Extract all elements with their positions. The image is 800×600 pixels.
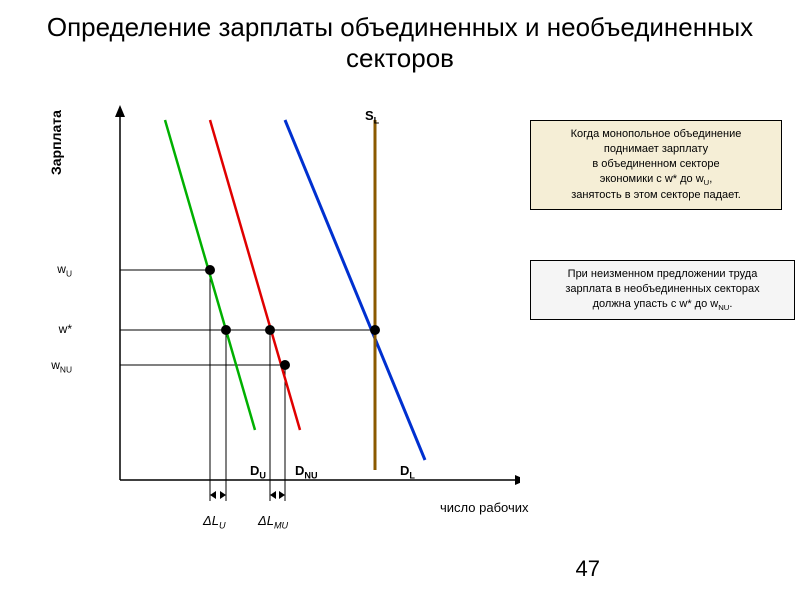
y-tick-w_nu: wNU: [12, 358, 72, 374]
chart-plot: [80, 100, 500, 500]
page-number: 47: [576, 556, 600, 582]
delta-label-0: ΔLU: [203, 513, 226, 531]
y-axis-label: Зарплата: [48, 110, 64, 175]
y-tick-w_u: wU: [12, 262, 72, 278]
delta-label-1: ΔLMU: [258, 513, 288, 531]
explanation-box-1: Когда монопольное объединениеподнимает з…: [530, 120, 782, 210]
y-tick-w_star: w*: [12, 322, 72, 336]
curve-label-DNU: DNU: [295, 463, 318, 481]
curve-label-DL: DL: [400, 463, 415, 481]
curve-label-DU: DU: [250, 463, 266, 481]
explanation-box-2: При неизменном предложении трудазарплата…: [530, 260, 795, 320]
curve-label-SL: SL: [365, 108, 379, 126]
page-title: Определение зарплаты объединенных и необ…: [0, 0, 800, 82]
